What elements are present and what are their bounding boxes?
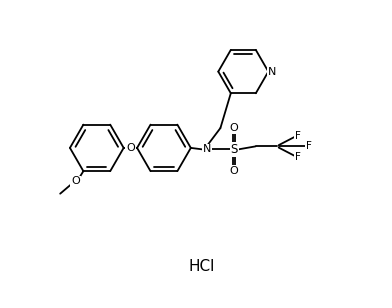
Text: N: N bbox=[268, 67, 276, 77]
Text: N: N bbox=[203, 144, 211, 154]
Text: F: F bbox=[295, 131, 301, 141]
Text: F: F bbox=[306, 141, 312, 151]
Text: O: O bbox=[230, 166, 238, 176]
Text: HCl: HCl bbox=[189, 259, 215, 274]
Text: F: F bbox=[295, 152, 301, 162]
Text: O: O bbox=[126, 143, 135, 153]
Text: O: O bbox=[71, 176, 80, 186]
Text: S: S bbox=[230, 143, 238, 156]
Text: O: O bbox=[230, 123, 238, 133]
